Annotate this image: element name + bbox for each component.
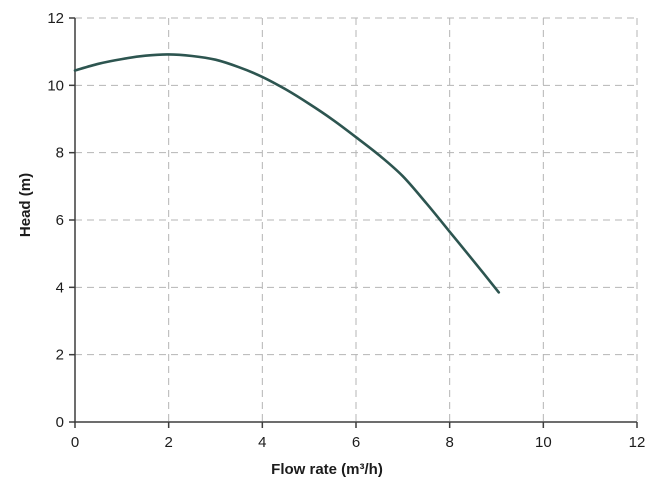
y-tick-label: 4 [56,279,64,296]
x-tick-label: 12 [629,434,646,451]
axes [69,17,638,428]
y-tick-label: 10 [47,77,64,94]
y-tick-label: 0 [56,414,64,431]
x-tick-label: 0 [71,434,79,451]
gridlines [75,17,638,422]
data-series [73,53,501,294]
y-tick-label: 12 [47,10,64,27]
y-tick-label: 8 [56,145,64,162]
x-tick-label: 10 [535,434,552,451]
pump-head-curve [73,53,501,294]
x-tick-label: 4 [258,434,266,451]
y-axis-title: Head (m) [17,173,34,237]
x-tick-label: 8 [445,434,453,451]
y-tick-label: 6 [56,212,64,229]
tick-labels: 0 2 4 6 8 10 12 0 2 4 6 8 10 12 [47,10,645,451]
x-tick-label: 2 [164,434,172,451]
y-tick-label: 2 [56,347,64,364]
x-tick-label: 6 [352,434,360,451]
x-axis-title: Flow rate (m³/h) [271,461,383,478]
